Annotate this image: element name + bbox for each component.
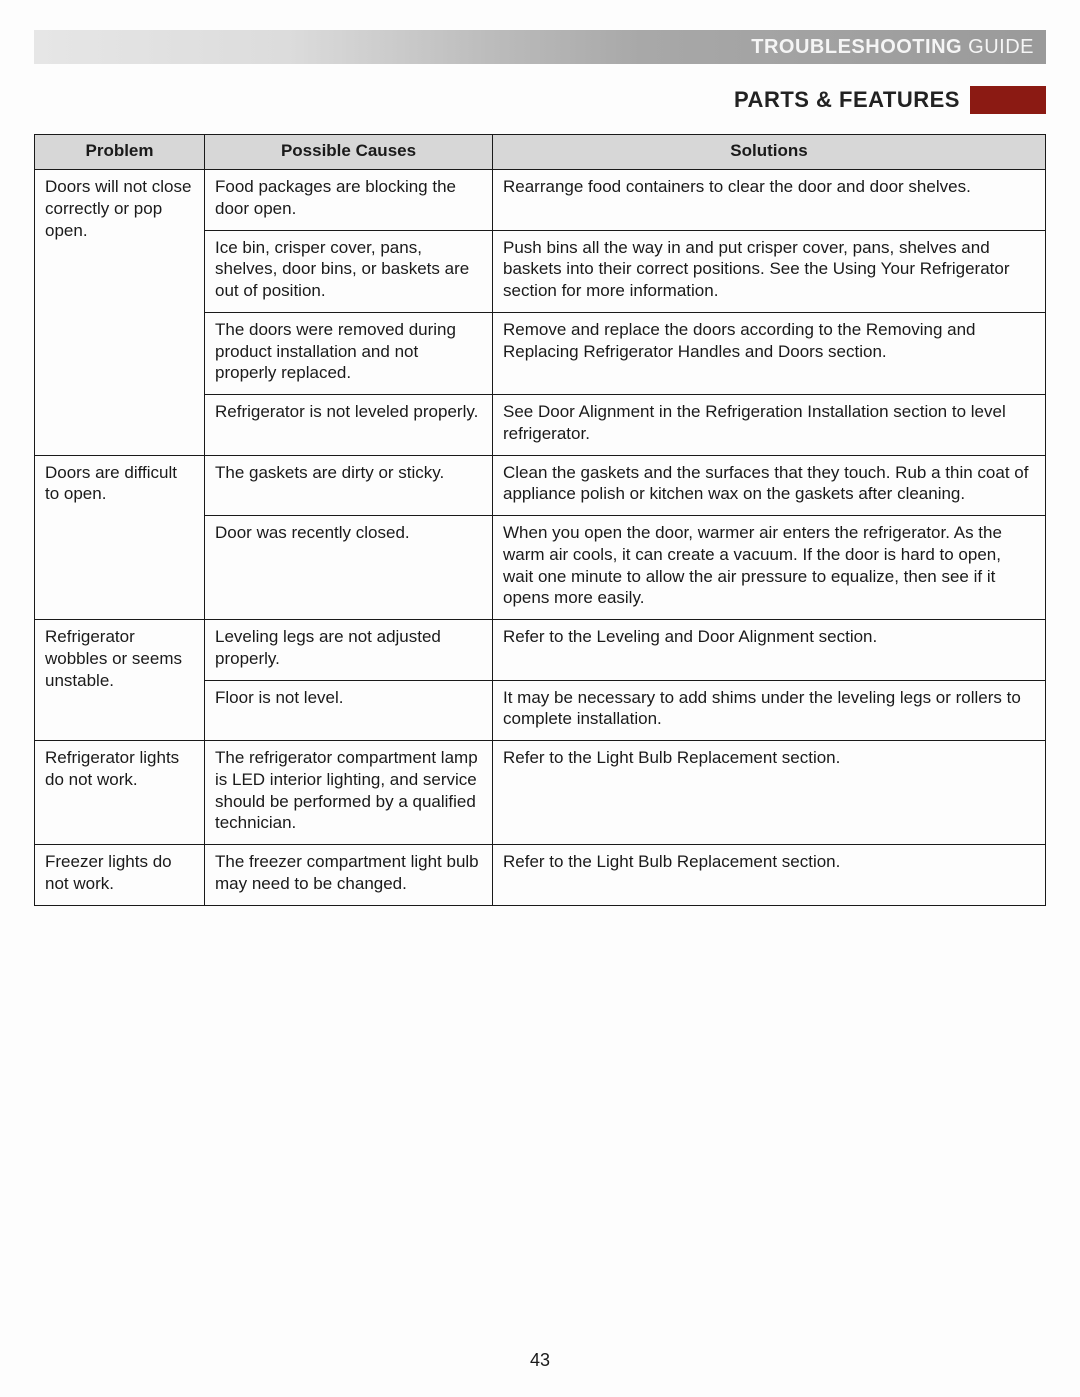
cell-cause: Floor is not level. — [205, 680, 493, 741]
troubleshooting-guide-banner: TROUBLESHOOTING GUIDE — [34, 30, 1046, 64]
cell-solution: See Door Alignment in the Refrigeration … — [493, 395, 1046, 456]
table-row: Freezer lights do not work.The freezer c… — [35, 845, 1046, 906]
cell-cause: The refrigerator compartment lamp is LED… — [205, 741, 493, 845]
cell-solution: Refer to the Leveling and Door Alignment… — [493, 620, 1046, 681]
cell-problem: Freezer lights do not work. — [35, 845, 205, 906]
cell-solution: Refer to the Light Bulb Replacement sect… — [493, 741, 1046, 845]
table-row: Doors are difficult to open.The gaskets … — [35, 455, 1046, 516]
col-header-problem: Problem — [35, 135, 205, 170]
document-page: TROUBLESHOOTING GUIDE PARTS & FEATURES P… — [0, 0, 1080, 1397]
section-accent-box — [970, 86, 1046, 114]
table-row: Refrigerator wobbles or seems unstable.L… — [35, 620, 1046, 681]
cell-problem: Refrigerator lights do not work. — [35, 741, 205, 845]
section-title: PARTS & FEATURES — [734, 87, 960, 113]
table-header-row: Problem Possible Causes Solutions — [35, 135, 1046, 170]
cell-cause: Food packages are blocking the door open… — [205, 170, 493, 231]
banner-text-right: GUIDE — [968, 36, 1034, 59]
cell-cause: Door was recently closed. — [205, 516, 493, 620]
troubleshooting-table: Problem Possible Causes Solutions Doors … — [34, 134, 1046, 906]
page-number: 43 — [0, 1350, 1080, 1371]
cell-solution: Rearrange food containers to clear the d… — [493, 170, 1046, 231]
cell-cause: Ice bin, crisper cover, pans, shelves, d… — [205, 230, 493, 312]
cell-cause: Leveling legs are not adjusted properly. — [205, 620, 493, 681]
cell-cause: Refrigerator is not leveled properly. — [205, 395, 493, 456]
col-header-solutions: Solutions — [493, 135, 1046, 170]
cell-cause: The freezer compartment light bulb may n… — [205, 845, 493, 906]
banner-text-left: TROUBLESHOOTING — [751, 36, 962, 59]
cell-problem: Refrigerator wobbles or seems unstable. — [35, 620, 205, 741]
cell-solution: When you open the door, warmer air enter… — [493, 516, 1046, 620]
col-header-causes: Possible Causes — [205, 135, 493, 170]
cell-solution: Push bins all the way in and put crisper… — [493, 230, 1046, 312]
cell-problem: Doors are difficult to open. — [35, 455, 205, 620]
cell-solution: Refer to the Light Bulb Replacement sect… — [493, 845, 1046, 906]
cell-cause: The doors were removed during product in… — [205, 312, 493, 394]
cell-cause: The gaskets are dirty or sticky. — [205, 455, 493, 516]
cell-problem: Doors will not close correctly or pop op… — [35, 170, 205, 456]
table-body: Doors will not close correctly or pop op… — [35, 170, 1046, 906]
table-row: Doors will not close correctly or pop op… — [35, 170, 1046, 231]
table-row: Refrigerator lights do not work.The refr… — [35, 741, 1046, 845]
cell-solution: It may be necessary to add shims under t… — [493, 680, 1046, 741]
cell-solution: Clean the gaskets and the surfaces that … — [493, 455, 1046, 516]
section-header-row: PARTS & FEATURES — [34, 86, 1046, 114]
cell-solution: Remove and replace the doors according t… — [493, 312, 1046, 394]
